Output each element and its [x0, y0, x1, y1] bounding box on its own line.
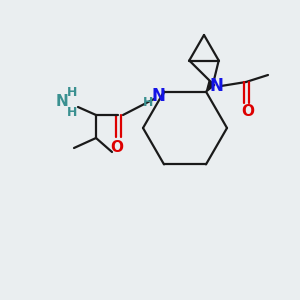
Text: N: N: [151, 87, 165, 105]
Text: H: H: [143, 95, 153, 109]
Text: N: N: [209, 77, 223, 95]
Text: O: O: [110, 140, 124, 154]
Text: O: O: [242, 104, 254, 119]
Polygon shape: [206, 81, 215, 92]
Text: H: H: [67, 106, 77, 119]
Text: H: H: [67, 86, 77, 100]
Text: N: N: [56, 94, 68, 110]
